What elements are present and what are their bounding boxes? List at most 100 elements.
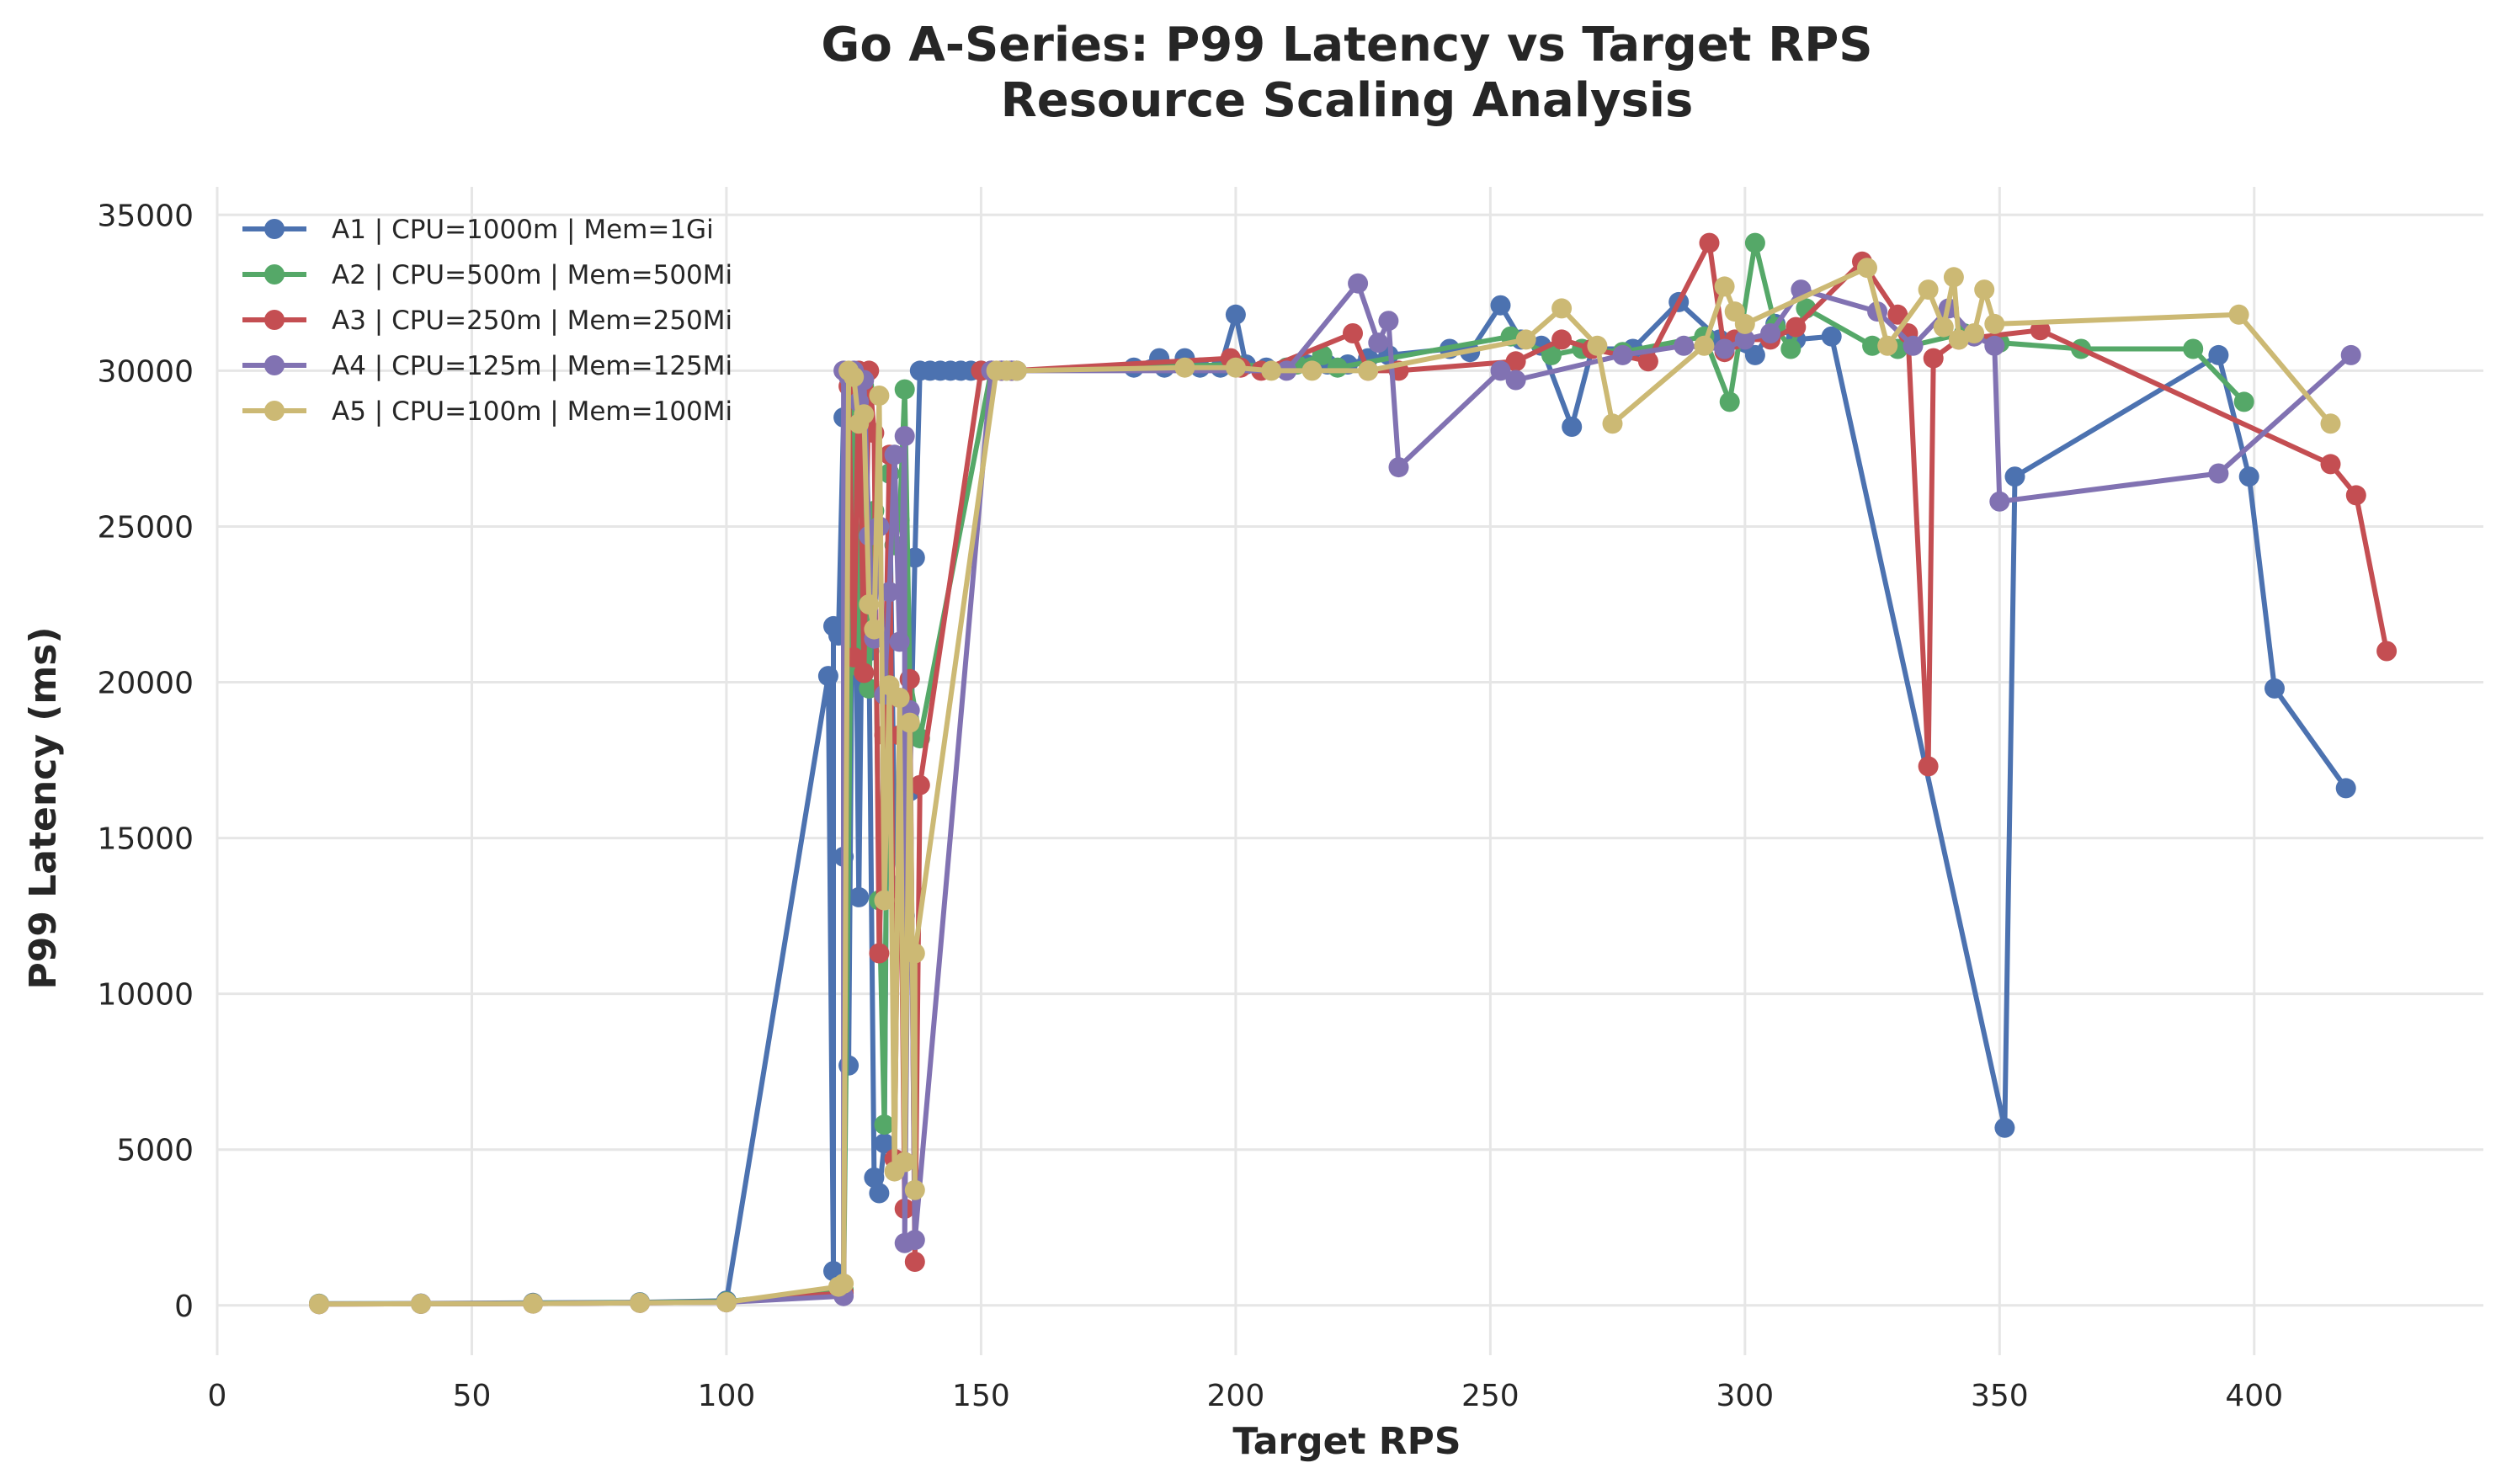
y-tick-label: 30000 [97, 354, 194, 389]
data-point [1225, 304, 1246, 325]
y-tick-label: 25000 [97, 510, 194, 545]
data-point [2238, 466, 2259, 487]
data-point [1734, 329, 1755, 350]
series-5 [309, 258, 2341, 1315]
data-point [817, 666, 838, 687]
legend-marker [264, 310, 285, 330]
data-point [1780, 338, 1801, 359]
legend-label: A4 | CPU=125m | Mem=125Mi [332, 351, 732, 381]
x-tick-label: 350 [1971, 1379, 2029, 1413]
data-point [2183, 338, 2204, 359]
data-point [874, 1133, 895, 1154]
x-tick-label: 400 [2225, 1379, 2283, 1413]
chart-title: Go A-Series: P99 Latency vs Target RPS [821, 18, 1872, 72]
data-point [904, 1179, 925, 1200]
data-point [854, 404, 875, 425]
data-point [1786, 316, 1807, 338]
legend-item: A4 | CPU=125m | Mem=125Mi [242, 351, 732, 381]
data-point [1587, 335, 1608, 356]
data-point [1714, 276, 1735, 297]
data-point [869, 1183, 890, 1204]
data-point [1551, 298, 1573, 319]
data-point [1612, 344, 1633, 365]
legend-label: A5 | CPU=100m | Mem=100Mi [332, 396, 732, 427]
data-point [1541, 344, 1562, 365]
legend-label: A3 | CPU=250m | Mem=250Mi [332, 306, 732, 336]
data-point [849, 886, 870, 907]
legend-label: A1 | CPU=1000m | Mem=1Gi [332, 215, 714, 245]
data-point [716, 1292, 737, 1313]
grid-lines [216, 187, 2483, 1355]
data-point [1551, 329, 1573, 350]
x-axis-ticks: 0 50 100 150 200 250 300 350 400 [208, 1379, 2284, 1413]
data-point [889, 631, 910, 652]
data-point [874, 1114, 895, 1136]
data-point [899, 712, 920, 733]
data-point [1378, 311, 1399, 332]
data-point [879, 582, 900, 603]
x-axis-label: Target RPS [1232, 1420, 1461, 1463]
data-point [1358, 360, 1379, 381]
series-layer [309, 232, 2398, 1315]
y-tick-label: 20000 [97, 667, 194, 701]
y-axis-label: P99 Latency (ms) [22, 626, 65, 989]
data-point [1877, 335, 1898, 356]
data-point [1948, 329, 1969, 350]
data-point [1821, 326, 1842, 347]
data-point [2208, 344, 2229, 365]
data-point [864, 1168, 885, 1188]
data-point [1734, 313, 1755, 334]
data-point [2004, 466, 2025, 487]
data-point [1760, 323, 1781, 343]
y-tick-label: 0 [174, 1290, 194, 1324]
legend-item: A1 | CPU=1000m | Mem=1Gi [242, 215, 714, 245]
y-tick-label: 15000 [97, 822, 194, 857]
legend: A1 | CPU=1000m | Mem=1Gi A2 | CPU=500m | … [242, 215, 732, 427]
data-point [1505, 351, 1526, 372]
data-point [869, 943, 890, 964]
x-tick-label: 250 [1461, 1379, 1519, 1413]
y-tick-label: 5000 [116, 1134, 194, 1168]
data-point [1490, 360, 1511, 381]
data-point [1505, 370, 1526, 391]
data-point [2320, 413, 2341, 434]
chart-subtitle: Resource Scaling Analysis [1001, 73, 1694, 128]
data-point [1261, 360, 1282, 381]
data-point [2340, 344, 2361, 365]
data-point [1857, 258, 1877, 279]
data-point [1174, 357, 1195, 378]
data-point [1918, 756, 1939, 777]
data-point [2376, 641, 2398, 662]
data-point [1923, 348, 1944, 369]
data-point [884, 444, 905, 465]
x-tick-label: 300 [1716, 1379, 1774, 1413]
data-point [1301, 360, 1323, 381]
data-point [1348, 273, 1369, 294]
data-point [864, 619, 885, 640]
data-point [1903, 335, 1924, 356]
data-point [859, 594, 880, 614]
x-tick-label: 50 [453, 1379, 492, 1413]
data-point [1388, 457, 1409, 478]
data-point [844, 366, 865, 387]
data-point [1984, 335, 2005, 356]
data-point [1694, 335, 1715, 356]
data-point [2208, 463, 2229, 484]
data-point [854, 662, 875, 683]
x-tick-label: 200 [1207, 1379, 1265, 1413]
data-point [889, 688, 910, 708]
data-point [904, 1230, 925, 1251]
data-point [1699, 232, 1720, 253]
data-point [1862, 335, 1883, 356]
data-point [1602, 413, 1623, 434]
data-point [1943, 267, 1964, 288]
data-point [1887, 304, 1908, 325]
legend-marker [264, 264, 285, 285]
data-point [1918, 279, 1939, 301]
data-point [1674, 335, 1695, 356]
data-point [894, 379, 915, 400]
data-point [1984, 313, 2005, 334]
data-point [1343, 323, 1363, 343]
data-point [1719, 391, 1740, 412]
